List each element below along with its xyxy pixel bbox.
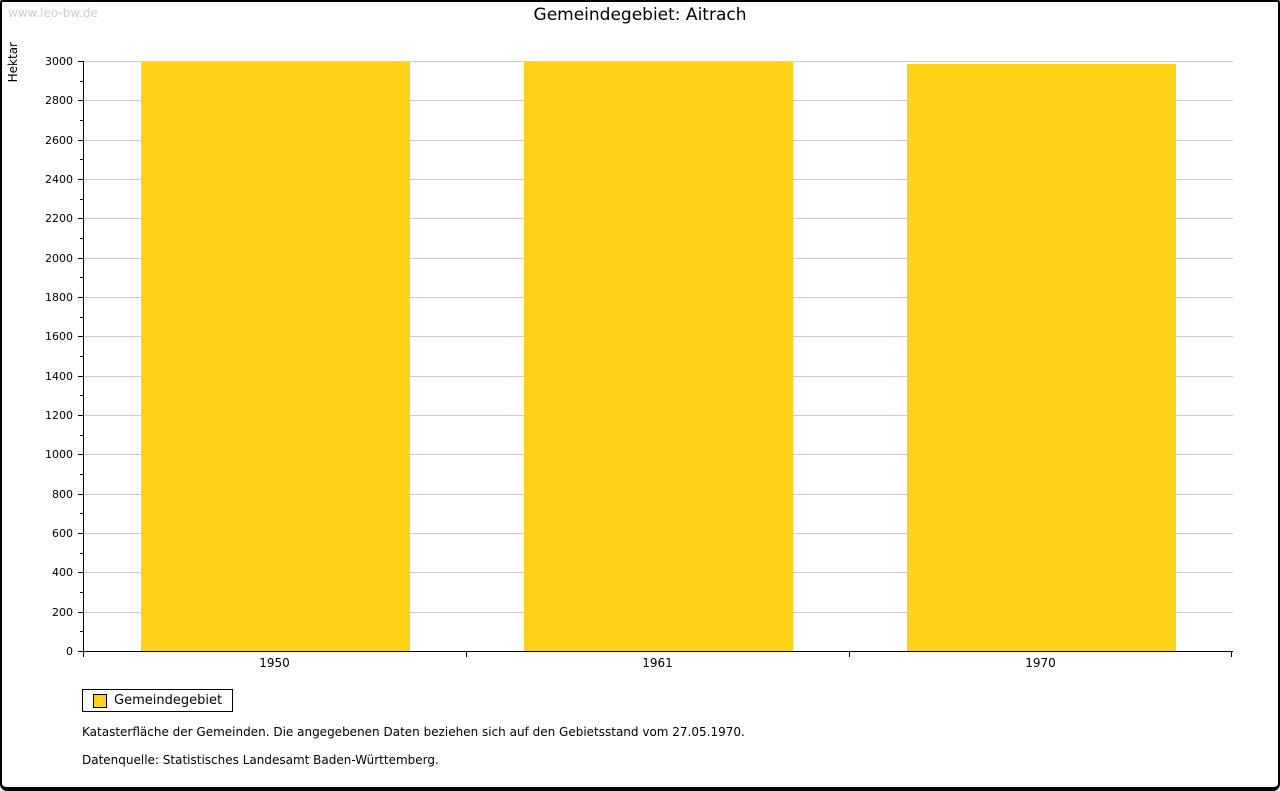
y-tick-label: 400: [52, 566, 73, 580]
y-minor-tick: [80, 316, 83, 318]
x-tick-label: 1961: [642, 656, 673, 670]
gridline: [84, 61, 1233, 62]
y-tick: [78, 179, 83, 180]
y-tick: [78, 218, 83, 220]
y-tick: [78, 493, 83, 495]
watermark: www.leo-bw.de: [8, 6, 98, 20]
x-tick: [1231, 652, 1232, 657]
bar-1961: [524, 62, 793, 651]
y-tick: [78, 139, 83, 141]
y-tick-label: 2000: [45, 251, 73, 265]
y-minor-tick: [80, 80, 83, 82]
y-tick: [78, 572, 83, 574]
y-minor-tick: [80, 356, 83, 357]
legend-swatch-icon: [93, 693, 107, 708]
y-minor-tick: [80, 552, 83, 554]
y-tick-label: 600: [52, 527, 73, 540]
y-tick-label: 2400: [45, 173, 73, 186]
x-tick: [466, 652, 467, 657]
y-tick: [78, 375, 83, 377]
bar-1970: [907, 64, 1176, 651]
y-tick-label: 800: [52, 487, 73, 501]
chart-title: Gemeindegebiet: Aitrach: [533, 5, 747, 25]
y-tick-label: 1200: [45, 409, 73, 422]
y-tick: [78, 454, 83, 456]
y-tick-label: 1000: [45, 448, 73, 462]
y-minor-tick: [80, 198, 83, 200]
legend-label: Gemeindegebiet: [114, 693, 223, 708]
y-tick-label: 2800: [45, 94, 73, 108]
y-minor-tick: [80, 120, 83, 121]
y-minor-tick: [80, 395, 83, 397]
y-tick-label: 1400: [45, 369, 73, 383]
bar-1950: [141, 62, 410, 651]
y-tick-label: 0: [66, 645, 73, 658]
y-tick: [78, 336, 83, 338]
footnote-source-note: Katasterfläche der Gemeinden. Die angege…: [82, 725, 745, 739]
y-tick-label: 2200: [45, 212, 73, 226]
y-tick: [78, 533, 83, 534]
y-tick: [78, 415, 83, 416]
y-tick: [78, 257, 83, 259]
y-tick: [78, 651, 83, 652]
x-tick-label: 1950: [259, 656, 290, 670]
x-axis-labels: 1950 1961 1970: [83, 652, 1232, 674]
x-tick: [849, 652, 850, 657]
y-minor-tick: [80, 277, 83, 279]
y-tick: [78, 100, 83, 102]
footnote-data-source: Datenquelle: Statistisches Landesamt Bad…: [82, 753, 439, 767]
legend: Gemeindegebiet: [82, 689, 234, 712]
y-minor-tick: [80, 592, 83, 593]
y-minor-tick: [80, 434, 83, 436]
y-minor-tick: [80, 159, 83, 161]
y-tick-label: 2600: [45, 133, 73, 147]
y-minor-tick: [80, 513, 83, 515]
plot-area: [83, 61, 1233, 652]
y-tick-label: 3000: [45, 55, 73, 68]
y-tick: [78, 297, 83, 298]
y-minor-tick: [80, 238, 83, 239]
y-minor-tick: [80, 474, 83, 475]
y-minor-tick: [80, 631, 83, 633]
x-tick-label: 1970: [1025, 656, 1056, 670]
y-tick-label: 1800: [45, 291, 73, 304]
y-tick: [78, 611, 83, 613]
y-tick: [78, 61, 83, 62]
x-tick: [83, 652, 84, 657]
y-axis-ticks: 0 200 400 600 800 1000 1200 1400 1600 1800 2000 220…: [2, 55, 83, 658]
y-tick-label: 200: [52, 605, 73, 619]
y-tick-label: 1600: [45, 330, 73, 344]
